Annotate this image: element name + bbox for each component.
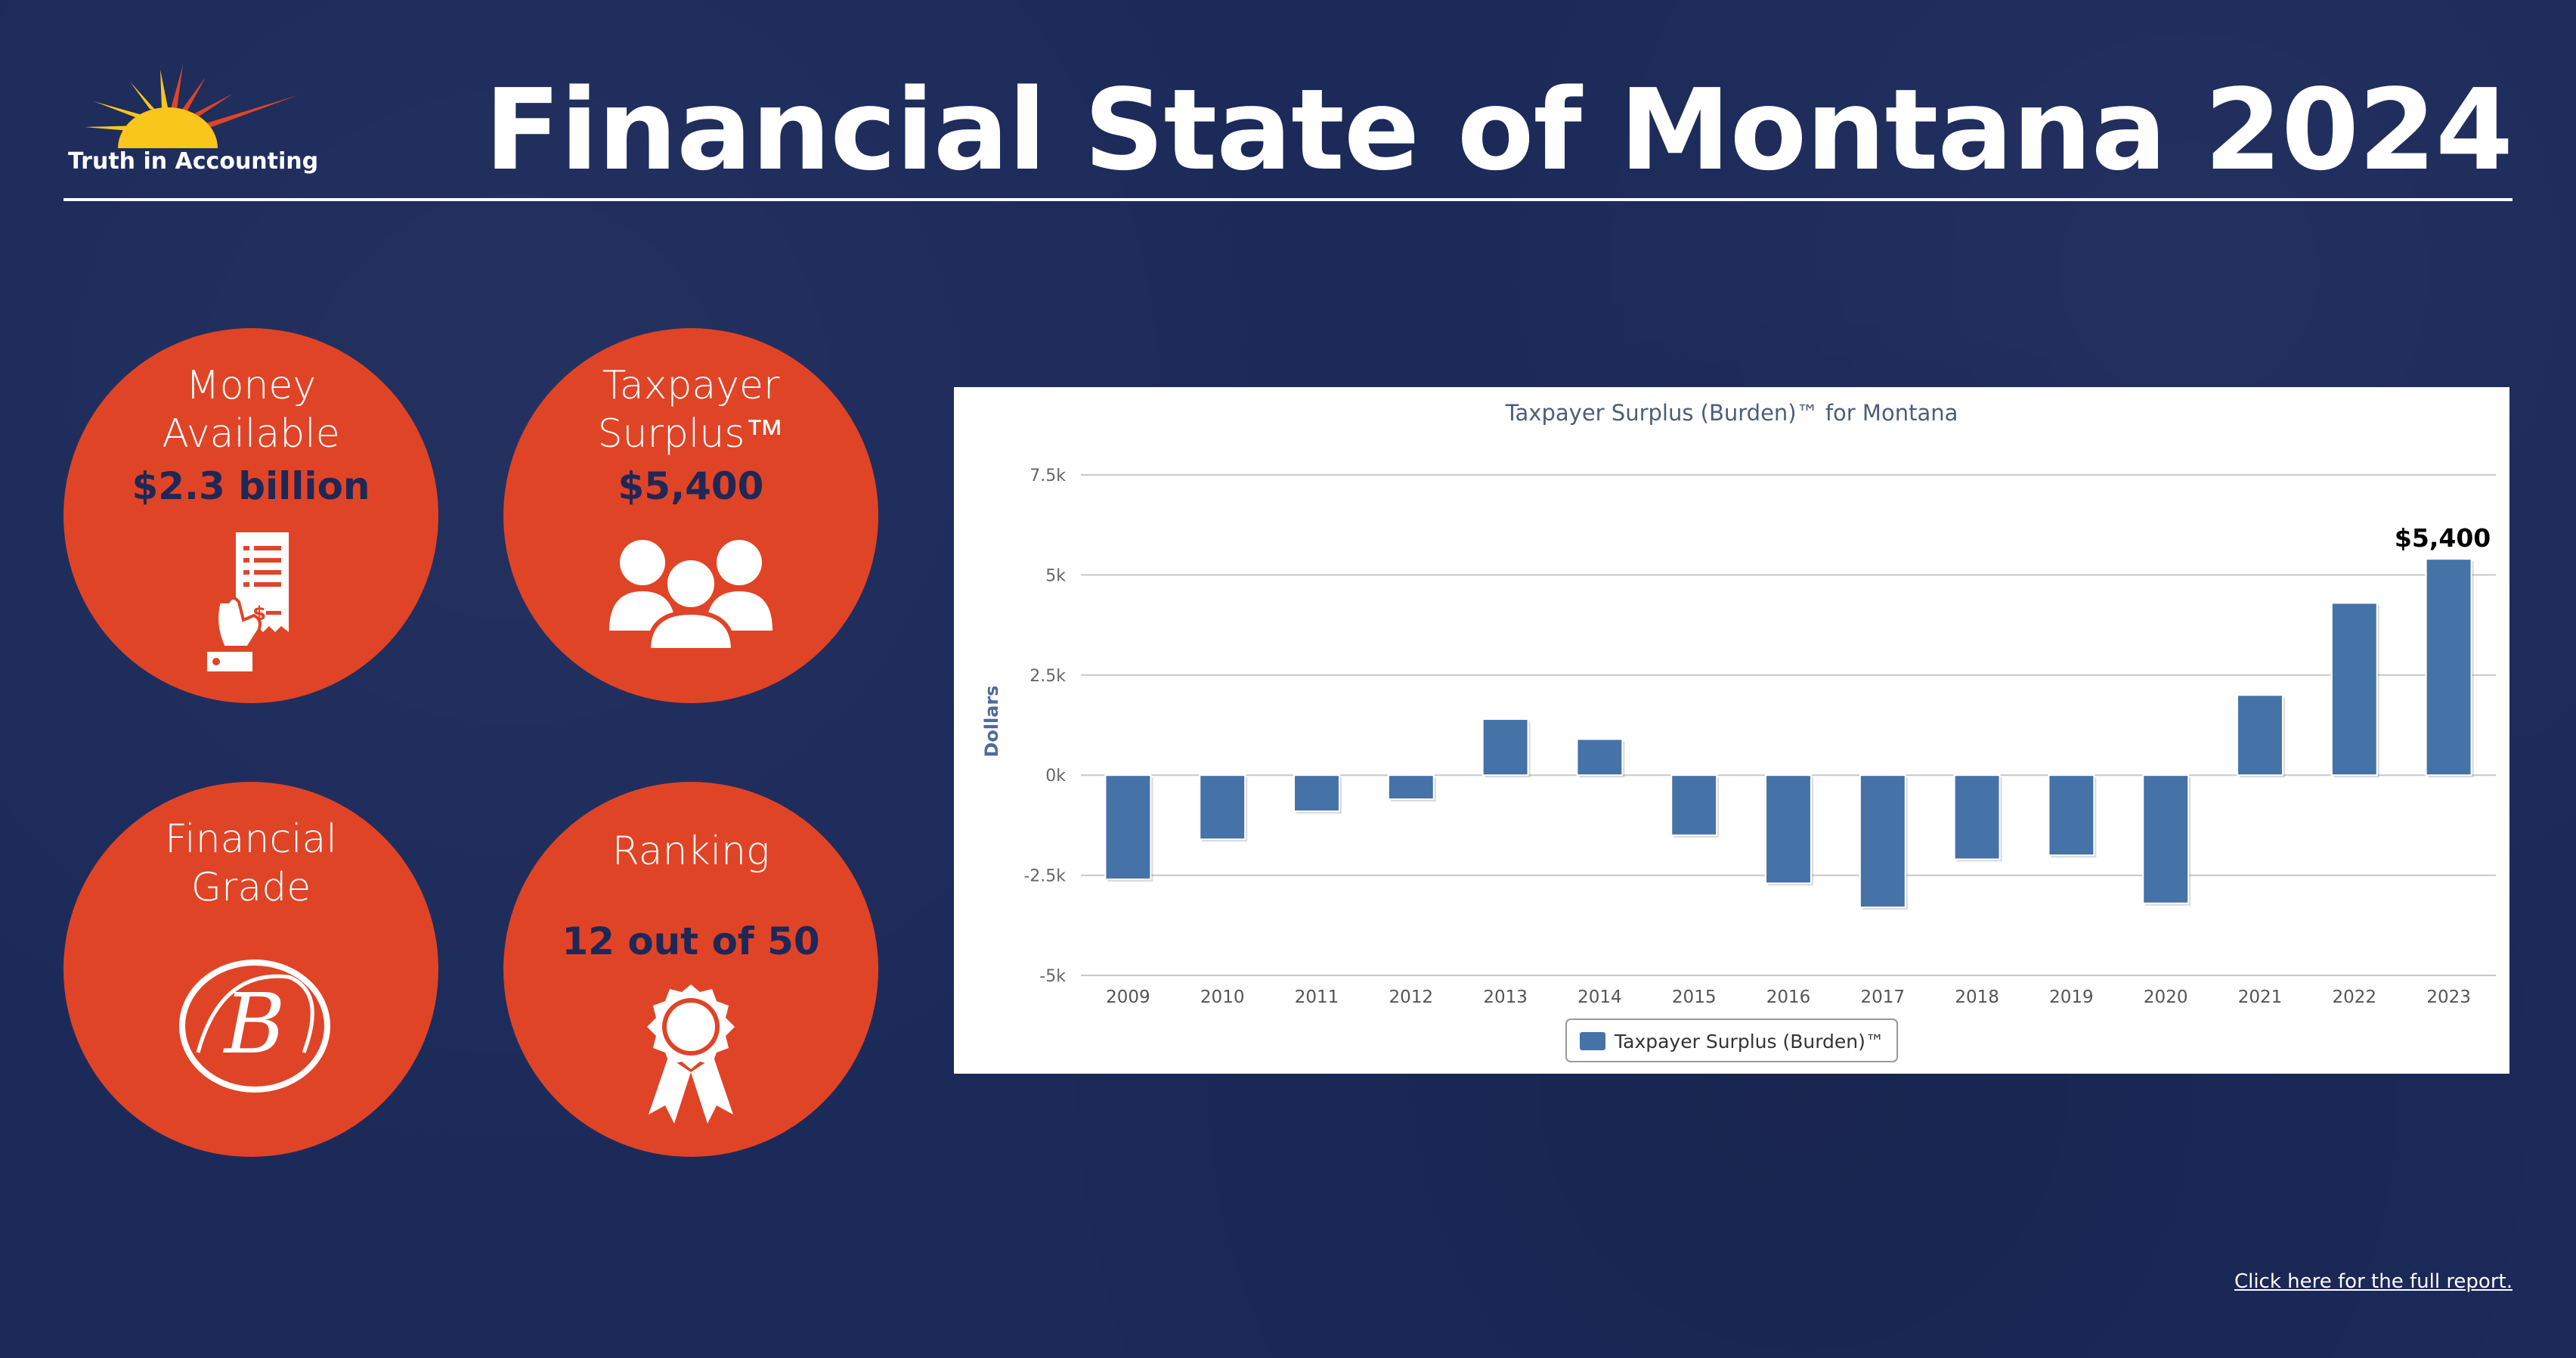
y-tick-label: 2.5k	[1029, 667, 1066, 686]
legend-label: Taxpayer Surplus (Burden)™	[1614, 1031, 1884, 1053]
x-tick-label: 2009	[1106, 987, 1150, 1007]
x-tick-label: 2018	[1955, 987, 1999, 1007]
x-tick-label: 2010	[1200, 987, 1245, 1007]
x-tick-label: 2023	[2426, 987, 2471, 1007]
financial-grade-circle: Financial Grade B	[63, 782, 438, 1157]
x-tick-label: 2017	[1861, 987, 1906, 1007]
taxpayer-surplus-chart: Taxpayer Surplus (Burden)™ for Montana D…	[954, 387, 2509, 1074]
x-tick-label: 2019	[2049, 987, 2094, 1007]
money-available-circle: Money Available $2.3 billion $	[63, 328, 438, 703]
data-label-2023: $5,400	[2395, 523, 2491, 553]
x-tick-label: 2020	[2144, 987, 2188, 1007]
y-axis-label: Dollars	[981, 685, 1002, 757]
x-tick-label: 2011	[1295, 987, 1339, 1007]
bar-2009[interactable]	[1104, 774, 1152, 880]
bar-2022[interactable]	[2330, 602, 2378, 777]
chart-legend[interactable]: Taxpayer Surplus (Burden)™	[1565, 1018, 1898, 1062]
y-tick-label: 0k	[1045, 767, 1066, 786]
bar-2018[interactable]	[1953, 774, 2001, 860]
bar-2020[interactable]	[2142, 774, 2190, 904]
x-tick-label: 2014	[1577, 987, 1622, 1007]
money-available-label-1: Money	[185, 363, 317, 408]
people-group-icon	[609, 540, 772, 652]
truth-in-accounting-logo: Truth in Accounting	[63, 64, 318, 184]
financial-grade-value: B	[223, 975, 286, 1072]
ranking-value: 12 out of 50	[562, 919, 820, 963]
bar-2013[interactable]	[1482, 718, 1529, 777]
sun-logo-icon	[85, 65, 298, 148]
bar-2021[interactable]	[2237, 694, 2283, 777]
grade-circle-icon: B	[179, 960, 330, 1093]
y-tick-label: 7.5k	[1029, 467, 1066, 485]
x-tick-label: 2016	[1766, 987, 1811, 1007]
x-tick-label: 2012	[1389, 987, 1434, 1007]
bar-2017[interactable]	[1859, 774, 1906, 908]
bar-2010[interactable]	[1199, 774, 1246, 840]
bar-2023[interactable]	[2425, 558, 2472, 777]
financial-grade-label-1: Financial	[165, 817, 337, 862]
full-report-link[interactable]: Click here for the full report.	[2234, 1270, 2513, 1293]
taxpayer-surplus-label-2: Surplus™	[597, 411, 785, 457]
taxpayer-surplus-label-1: Taxpayer	[602, 363, 780, 408]
y-tick-label: -2.5k	[1023, 867, 1066, 886]
bar-2015[interactable]	[1670, 774, 1718, 836]
x-tick-label: 2021	[2238, 987, 2283, 1007]
taxpayer-surplus-circle: Taxpayer Surplus™ $5,400	[503, 328, 878, 703]
bar-2011[interactable]	[1293, 774, 1340, 812]
title-divider	[63, 198, 2513, 201]
page-title: Financial State of Montana 2024	[484, 65, 2513, 195]
chart-title: Taxpayer Surplus (Burden)™ for Montana	[1505, 400, 1958, 426]
bar-2014[interactable]	[1576, 738, 1624, 777]
taxpayer-surplus-value: $5,400	[618, 464, 764, 508]
logo-text: Truth in Accounting	[68, 148, 319, 175]
receipt-hand-icon: $	[207, 532, 289, 671]
ranking-circle: Ranking 12 out of 50	[503, 782, 878, 1157]
y-tick-label: -5k	[1039, 967, 1066, 986]
bar-2019[interactable]	[2048, 774, 2095, 857]
y-tick-label: 5k	[1045, 566, 1066, 585]
x-tick-label: 2022	[2333, 987, 2377, 1007]
chart-svg: Taxpayer Surplus (Burden)™ for Montana D…	[981, 400, 2496, 1062]
x-tick-label: 2015	[1672, 987, 1717, 1007]
ranking-label: Ranking	[611, 829, 770, 874]
bar-2016[interactable]	[1765, 774, 1812, 885]
money-available-label-2: Available	[162, 411, 340, 457]
x-tick-label: 2013	[1483, 987, 1528, 1007]
legend-swatch	[1580, 1032, 1605, 1050]
award-ribbon-icon	[647, 984, 735, 1124]
money-available-value: $2.3 billion	[132, 464, 370, 508]
financial-grade-label-2: Grade	[190, 865, 311, 910]
bar-2012[interactable]	[1387, 774, 1435, 800]
